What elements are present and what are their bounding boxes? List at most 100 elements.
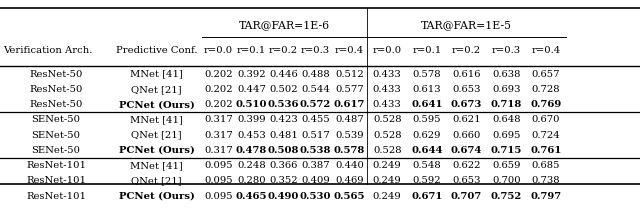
Text: 0.622: 0.622 — [452, 161, 481, 170]
Text: PCNet (Ours): PCNet (Ours) — [119, 146, 195, 155]
Text: 0.202: 0.202 — [204, 85, 233, 94]
Text: 0.544: 0.544 — [301, 85, 330, 94]
Text: 0.738: 0.738 — [532, 176, 560, 186]
Text: QNet [21]: QNet [21] — [131, 131, 182, 140]
Text: r=0.0: r=0.0 — [204, 46, 233, 55]
Text: 0.453: 0.453 — [237, 131, 266, 140]
Text: 0.674: 0.674 — [451, 146, 483, 155]
Text: 0.577: 0.577 — [335, 85, 364, 94]
Text: 0.724: 0.724 — [532, 131, 560, 140]
Text: PCNet (Ours): PCNet (Ours) — [119, 192, 195, 201]
Text: 0.352: 0.352 — [269, 176, 298, 186]
Text: r=0.2: r=0.2 — [452, 46, 481, 55]
Text: 0.700: 0.700 — [492, 176, 520, 186]
Text: 0.440: 0.440 — [335, 161, 364, 170]
Text: 0.685: 0.685 — [532, 161, 560, 170]
Text: 0.392: 0.392 — [237, 70, 266, 79]
Text: 0.280: 0.280 — [237, 176, 266, 186]
Text: 0.433: 0.433 — [373, 100, 401, 109]
Text: 0.528: 0.528 — [373, 115, 401, 125]
Text: 0.718: 0.718 — [491, 100, 522, 109]
Text: 0.517: 0.517 — [301, 131, 330, 140]
Text: PCNet (Ours): PCNet (Ours) — [119, 100, 195, 109]
Text: 0.616: 0.616 — [452, 70, 481, 79]
Text: 0.490: 0.490 — [268, 192, 300, 201]
Text: 0.446: 0.446 — [269, 70, 298, 79]
Text: ResNet-50: ResNet-50 — [29, 100, 83, 109]
Text: r=0.3: r=0.3 — [301, 46, 330, 55]
Text: 0.465: 0.465 — [236, 192, 268, 201]
Text: 0.592: 0.592 — [413, 176, 441, 186]
Text: 0.433: 0.433 — [373, 85, 401, 94]
Text: 0.202: 0.202 — [204, 70, 233, 79]
Text: ResNet-50: ResNet-50 — [29, 85, 83, 94]
Text: 0.752: 0.752 — [491, 192, 522, 201]
Text: 0.578: 0.578 — [413, 70, 441, 79]
Text: 0.317: 0.317 — [204, 131, 233, 140]
Text: 0.095: 0.095 — [204, 192, 233, 201]
Text: r=0.0: r=0.0 — [372, 46, 402, 55]
Text: 0.528: 0.528 — [373, 146, 401, 155]
Text: 0.660: 0.660 — [452, 131, 481, 140]
Text: 0.715: 0.715 — [490, 146, 522, 155]
Text: 0.249: 0.249 — [373, 192, 401, 201]
Text: 0.641: 0.641 — [411, 100, 443, 109]
Text: 0.317: 0.317 — [204, 115, 233, 125]
Text: ResNet-101: ResNet-101 — [26, 192, 86, 201]
Text: r=0.4: r=0.4 — [335, 46, 364, 55]
Text: 0.409: 0.409 — [301, 176, 330, 186]
Text: Predictive Conf.: Predictive Conf. — [116, 46, 198, 55]
Text: 0.447: 0.447 — [237, 85, 266, 94]
Text: 0.653: 0.653 — [452, 85, 481, 94]
Text: ResNet-50: ResNet-50 — [29, 70, 83, 79]
Text: 0.423: 0.423 — [269, 115, 298, 125]
Text: 0.673: 0.673 — [451, 100, 483, 109]
Text: ResNet-101: ResNet-101 — [26, 176, 86, 186]
Text: 0.769: 0.769 — [531, 100, 561, 109]
Text: 0.481: 0.481 — [269, 131, 298, 140]
Text: QNet [21]: QNet [21] — [131, 85, 182, 94]
Text: 0.433: 0.433 — [373, 70, 401, 79]
Text: ResNet-101: ResNet-101 — [26, 161, 86, 170]
Text: 0.548: 0.548 — [413, 161, 441, 170]
Text: 0.469: 0.469 — [335, 176, 364, 186]
Text: SENet-50: SENet-50 — [31, 146, 81, 155]
Text: 0.512: 0.512 — [335, 70, 364, 79]
Text: MNet [41]: MNet [41] — [131, 70, 183, 79]
Text: 0.617: 0.617 — [333, 100, 365, 109]
Text: 0.317: 0.317 — [204, 146, 233, 155]
Text: 0.249: 0.249 — [373, 161, 401, 170]
Text: 0.653: 0.653 — [452, 176, 481, 186]
Text: 0.797: 0.797 — [531, 192, 561, 201]
Text: 0.670: 0.670 — [532, 115, 560, 125]
Text: 0.249: 0.249 — [373, 176, 401, 186]
Text: r=0.3: r=0.3 — [492, 46, 521, 55]
Text: 0.095: 0.095 — [204, 161, 233, 170]
Text: 0.671: 0.671 — [411, 192, 443, 201]
Text: 0.455: 0.455 — [301, 115, 330, 125]
Text: 0.728: 0.728 — [532, 85, 560, 94]
Text: 0.366: 0.366 — [269, 161, 298, 170]
Text: 0.488: 0.488 — [301, 70, 330, 79]
Text: 0.695: 0.695 — [492, 131, 520, 140]
Text: Verification Arch.: Verification Arch. — [3, 46, 93, 55]
Text: 0.638: 0.638 — [492, 70, 520, 79]
Text: 0.095: 0.095 — [204, 176, 233, 186]
Text: 0.578: 0.578 — [334, 146, 365, 155]
Text: 0.478: 0.478 — [236, 146, 267, 155]
Text: SENet-50: SENet-50 — [31, 131, 81, 140]
Text: 0.502: 0.502 — [269, 85, 298, 94]
Text: 0.510: 0.510 — [236, 100, 268, 109]
Text: 0.621: 0.621 — [452, 115, 481, 125]
Text: 0.536: 0.536 — [268, 100, 300, 109]
Text: 0.659: 0.659 — [492, 161, 520, 170]
Text: r=0.2: r=0.2 — [269, 46, 298, 55]
Text: 0.538: 0.538 — [300, 146, 332, 155]
Text: 0.539: 0.539 — [335, 131, 364, 140]
Text: 0.508: 0.508 — [268, 146, 300, 155]
Text: 0.565: 0.565 — [333, 192, 365, 201]
Text: TAR@FAR=1E-6: TAR@FAR=1E-6 — [239, 20, 330, 30]
Text: r=0.1: r=0.1 — [412, 46, 442, 55]
Text: 0.648: 0.648 — [492, 115, 520, 125]
Text: 0.528: 0.528 — [373, 131, 401, 140]
